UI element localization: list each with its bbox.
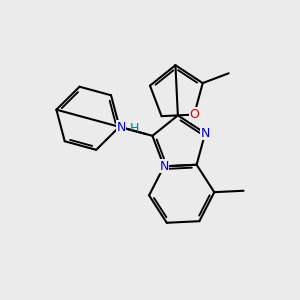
Text: N: N	[200, 127, 210, 140]
Text: H: H	[129, 122, 139, 135]
Text: O: O	[189, 108, 199, 121]
Text: N: N	[159, 160, 169, 173]
Text: N: N	[116, 121, 126, 134]
